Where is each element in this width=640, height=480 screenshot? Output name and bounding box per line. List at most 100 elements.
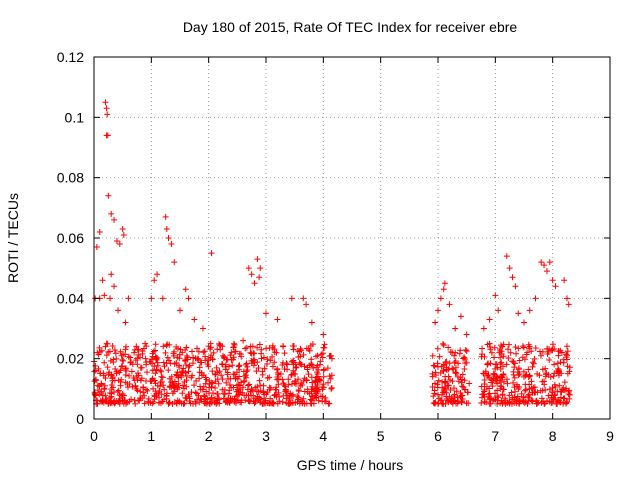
data-point — [301, 375, 308, 382]
data-point — [503, 253, 510, 260]
data-point — [445, 344, 452, 351]
data-point — [171, 385, 178, 392]
data-point — [174, 369, 181, 376]
data-point — [94, 349, 101, 356]
data-point — [256, 274, 263, 281]
data-point — [191, 316, 198, 323]
data-point — [480, 391, 487, 398]
data-point — [293, 364, 300, 371]
data-point — [240, 384, 247, 391]
data-point — [487, 360, 494, 367]
data-point — [285, 381, 292, 388]
data-point — [459, 383, 466, 390]
data-point — [285, 376, 292, 383]
data-point — [289, 400, 296, 407]
data-point — [257, 382, 264, 389]
data-point — [120, 357, 127, 364]
data-point — [432, 372, 439, 379]
data-point — [111, 283, 118, 290]
data-point — [202, 380, 209, 387]
data-point — [511, 364, 518, 371]
data-point — [434, 345, 441, 352]
data-point — [308, 360, 315, 367]
data-point — [457, 313, 464, 320]
data-point — [309, 361, 316, 368]
data-point — [173, 360, 180, 367]
data-point — [440, 342, 447, 349]
data-point — [108, 372, 115, 379]
data-point — [123, 343, 130, 350]
data-point — [311, 386, 318, 393]
data-point — [455, 378, 462, 385]
data-point — [101, 292, 108, 299]
data-point — [251, 356, 258, 363]
data-point — [486, 316, 493, 323]
data-point — [450, 366, 457, 373]
data-point — [532, 344, 539, 351]
data-point — [497, 360, 504, 367]
data-point — [177, 346, 184, 353]
data-point — [282, 386, 289, 393]
data-point — [122, 366, 129, 373]
data-point — [189, 360, 196, 367]
data-point — [200, 398, 207, 405]
data-point — [492, 292, 499, 299]
data-point — [522, 387, 529, 394]
data-point — [486, 340, 493, 347]
data-point — [257, 265, 264, 272]
data-point — [152, 353, 159, 360]
data-point — [553, 400, 560, 407]
data-point — [188, 389, 195, 396]
data-point — [563, 343, 570, 350]
data-point — [464, 389, 471, 396]
data-point — [319, 350, 326, 357]
data-point — [99, 398, 106, 405]
data-point — [197, 386, 204, 393]
data-point — [139, 350, 146, 357]
data-point — [461, 377, 468, 384]
data-point — [512, 283, 519, 290]
y-tick-label: 0.02 — [57, 351, 84, 367]
data-point — [148, 356, 155, 363]
data-point — [301, 363, 308, 370]
data-point — [166, 375, 173, 382]
data-point — [107, 357, 114, 364]
data-point — [197, 383, 204, 390]
data-point — [137, 388, 144, 395]
data-point — [328, 385, 335, 392]
data-point — [300, 377, 307, 384]
data-point — [435, 307, 441, 314]
data-point — [99, 277, 106, 284]
data-point — [280, 343, 287, 350]
data-point — [439, 340, 446, 347]
data-point — [434, 391, 441, 398]
data-point — [295, 394, 302, 401]
data-point — [563, 399, 570, 406]
data-point — [259, 368, 266, 375]
data-point — [461, 365, 468, 372]
data-point — [264, 375, 271, 382]
data-point — [116, 241, 123, 248]
data-point — [542, 386, 549, 393]
data-point — [134, 346, 141, 353]
data-point — [192, 400, 199, 407]
data-point — [315, 377, 322, 384]
data-point — [493, 373, 500, 380]
data-point — [93, 244, 100, 251]
data-point — [122, 371, 129, 378]
data-point — [183, 344, 190, 351]
data-point — [158, 391, 165, 398]
data-point — [453, 388, 460, 395]
data-point — [435, 377, 442, 384]
data-point — [208, 352, 215, 359]
data-point — [126, 372, 133, 379]
data-point — [314, 388, 321, 395]
data-point — [111, 389, 118, 396]
data-point — [252, 398, 259, 405]
data-point — [451, 393, 458, 400]
data-point — [196, 375, 203, 382]
data-point — [124, 384, 131, 391]
data-point — [152, 388, 159, 395]
data-point — [257, 396, 264, 403]
data-point — [296, 398, 303, 405]
